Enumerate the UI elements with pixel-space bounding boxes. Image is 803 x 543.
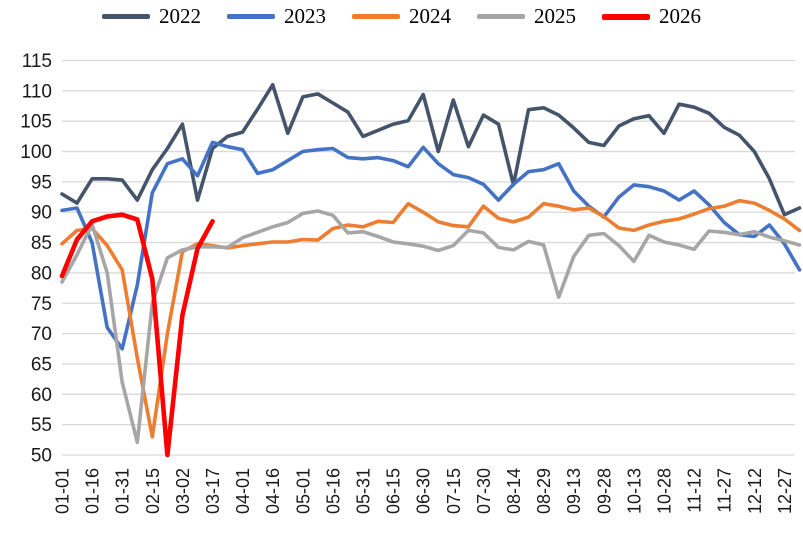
x-axis-tick-label: 08-14 — [504, 468, 524, 514]
x-axis-tick-label: 05-01 — [293, 468, 313, 514]
x-axis-tick-label: 01-01 — [53, 468, 73, 514]
x-axis-tick-label: 11-27 — [715, 468, 735, 513]
legend-line-swatch — [102, 14, 150, 19]
chart-legend: 2022 2023 2024 2025 2026 — [0, 4, 803, 29]
legend-item-2025[interactable]: 2025 — [477, 4, 576, 29]
x-axis-tick-label: 03-02 — [173, 468, 193, 514]
legend-line-swatch — [352, 14, 400, 19]
legend-label: 2023 — [284, 4, 326, 28]
y-axis-tick-label: 65 — [31, 354, 52, 375]
x-axis-tick-label: 09-28 — [594, 468, 614, 514]
legend-line-swatch — [227, 14, 275, 19]
y-axis-tick-label: 85 — [31, 233, 52, 254]
x-axis-tick-label: 12-27 — [775, 468, 795, 514]
legend-item-2024[interactable]: 2024 — [352, 4, 451, 29]
y-axis-tick-label: 50 — [31, 446, 52, 467]
x-axis-tick-label: 11-12 — [685, 468, 705, 513]
y-axis-tick-label: 100 — [20, 142, 52, 163]
x-axis-tick-label: 01-31 — [113, 468, 133, 514]
series-line-2023 — [60, 140, 802, 351]
x-axis-tick-label: 07-30 — [474, 468, 494, 514]
x-axis-tick-label: 07-15 — [444, 468, 464, 514]
legend-line-swatch — [602, 13, 650, 20]
y-axis-tick-label: 105 — [20, 112, 52, 133]
x-axis-tick-label: 09-13 — [564, 468, 584, 514]
y-axis-tick-label: 95 — [31, 172, 52, 193]
series-line-2022 — [60, 83, 802, 217]
x-axis-tick-label: 04-16 — [263, 468, 283, 514]
y-axis-tick-label: 80 — [31, 263, 52, 284]
legend-line-swatch — [477, 14, 525, 19]
y-axis-tick-label: 115 — [22, 51, 52, 72]
x-axis-tick-label: 12-12 — [745, 468, 765, 514]
series-line-2025 — [60, 209, 802, 445]
y-axis-tick-label: 90 — [31, 203, 52, 224]
x-axis-tick-label: 06-30 — [414, 468, 434, 514]
y-axis-tick-label: 75 — [31, 294, 52, 315]
y-axis-tick-label: 60 — [31, 385, 52, 406]
x-axis-tick-label: 10-28 — [655, 468, 675, 514]
x-axis-tick-label: 05-16 — [323, 468, 343, 514]
x-axis-tick-label: 08-29 — [534, 468, 554, 514]
legend-label: 2022 — [159, 4, 201, 28]
y-axis-tick-label: 110 — [22, 81, 52, 102]
legend-label: 2026 — [659, 4, 701, 28]
x-axis-tick-label: 01-16 — [83, 468, 103, 514]
x-axis-tick-label: 05-31 — [354, 468, 374, 514]
x-axis-tick-label: 10-13 — [624, 468, 644, 514]
x-axis-tick-label: 04-01 — [233, 468, 253, 514]
legend-label: 2024 — [409, 4, 451, 28]
y-axis-tick-label: 70 — [31, 324, 52, 345]
y-axis-tick-label: 55 — [31, 415, 52, 436]
legend-item-2026[interactable]: 2026 — [602, 4, 701, 29]
legend-item-2023[interactable]: 2023 — [227, 4, 326, 29]
legend-label: 2025 — [534, 4, 576, 28]
legend-item-2022[interactable]: 2022 — [102, 4, 201, 29]
series-line-2026 — [59, 212, 215, 458]
x-axis-tick-label: 02-15 — [143, 468, 163, 514]
x-axis-tick-label: 03-17 — [203, 468, 223, 514]
x-axis-tick-label: 06-15 — [384, 468, 404, 514]
